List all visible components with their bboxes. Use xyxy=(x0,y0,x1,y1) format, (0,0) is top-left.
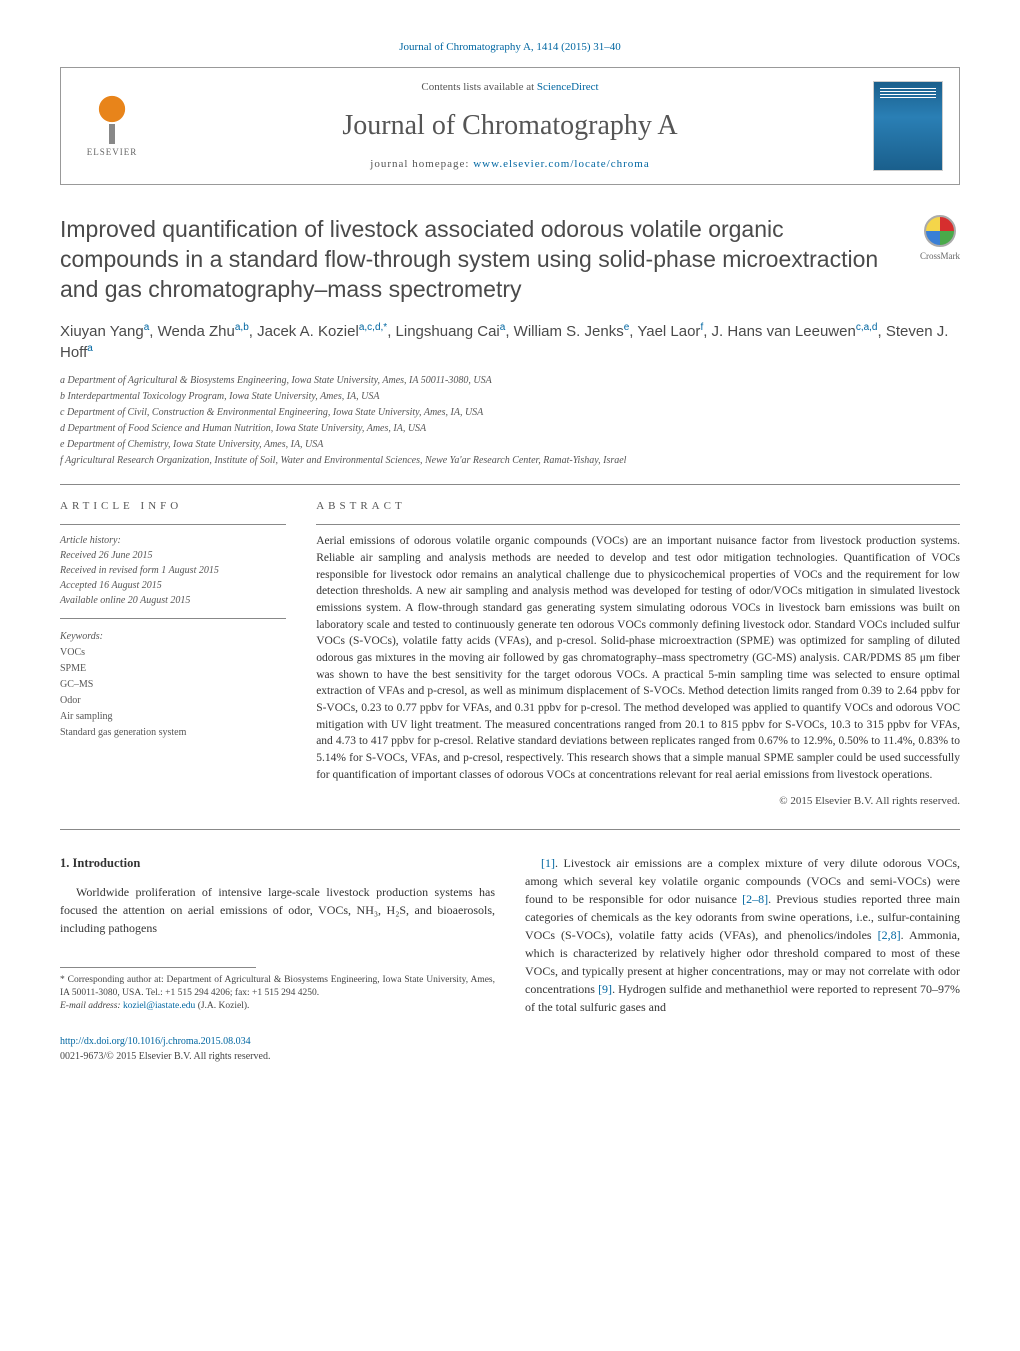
keyword: VOCs xyxy=(60,645,286,661)
divider xyxy=(60,524,286,525)
intro-para-left: Worldwide proliferation of intensive lar… xyxy=(60,883,495,937)
intro-para-right: [1]. Livestock air emissions are a compl… xyxy=(525,854,960,1016)
article-info-label: ARTICLE INFO xyxy=(60,499,286,514)
footnotes: * Corresponding author at: Department of… xyxy=(60,974,495,1014)
affiliation-line: a Department of Agricultural & Biosystem… xyxy=(60,373,960,388)
abstract-text: Aerial emissions of odorous volatile org… xyxy=(316,533,960,783)
journal-citation: Journal of Chromatography A, 1414 (2015)… xyxy=(60,40,960,55)
history-line: Received in revised form 1 August 2015 xyxy=(60,563,286,578)
keyword: SPME xyxy=(60,661,286,677)
homepage-prefix: journal homepage: xyxy=(370,158,473,170)
intro-heading: 1. Introduction xyxy=(60,854,495,873)
bottom-meta: http://dx.doi.org/10.1016/j.chroma.2015.… xyxy=(60,1034,495,1064)
sciencedirect-link[interactable]: ScienceDirect xyxy=(537,81,599,93)
email-suffix: (J.A. Koziel). xyxy=(195,1001,249,1011)
divider xyxy=(60,484,960,485)
keyword: GC–MS xyxy=(60,677,286,693)
homepage-line: journal homepage: www.elsevier.com/locat… xyxy=(147,157,873,172)
divider xyxy=(60,829,960,830)
homepage-url[interactable]: www.elsevier.com/locate/chroma xyxy=(473,158,650,170)
keywords-head: Keywords: xyxy=(60,629,286,645)
crossmark-badge[interactable]: CrossMark xyxy=(920,215,960,263)
affiliation-line: d Department of Food Science and Human N… xyxy=(60,421,960,436)
article-history: Article history: Received 26 June 2015Re… xyxy=(60,533,286,619)
issn-line: 0021-9673/© 2015 Elsevier B.V. All right… xyxy=(60,1051,270,1062)
journal-header: ELSEVIER Contents lists available at Sci… xyxy=(60,67,960,185)
divider xyxy=(316,524,960,525)
doi-link[interactable]: http://dx.doi.org/10.1016/j.chroma.2015.… xyxy=(60,1036,251,1047)
abstract-copyright: © 2015 Elsevier B.V. All rights reserved… xyxy=(316,794,960,809)
keywords-block: Keywords: VOCsSPMEGC–MSOdorAir samplingS… xyxy=(60,629,286,741)
contents-prefix: Contents lists available at xyxy=(421,81,536,93)
crossmark-label: CrossMark xyxy=(920,250,960,263)
contents-line: Contents lists available at ScienceDirec… xyxy=(147,80,873,95)
history-line: Available online 20 August 2015 xyxy=(60,593,286,608)
affiliation-line: c Department of Civil, Construction & En… xyxy=(60,405,960,420)
footnote-rule xyxy=(60,967,256,968)
abstract-label: ABSTRACT xyxy=(316,499,960,514)
crossmark-icon xyxy=(924,215,956,247)
ref-link[interactable]: [2,8] xyxy=(878,928,901,942)
journal-cover-thumb xyxy=(873,81,943,171)
history-line: Received 26 June 2015 xyxy=(60,548,286,563)
authors-line: Xiuyan Yanga, Wenda Zhua,b, Jacek A. Koz… xyxy=(60,321,960,363)
history-line: Accepted 16 August 2015 xyxy=(60,578,286,593)
elsevier-tree-icon xyxy=(87,94,137,144)
keyword: Standard gas generation system xyxy=(60,725,286,741)
affiliation-line: e Department of Chemistry, Iowa State Un… xyxy=(60,437,960,452)
article-title: Improved quantification of livestock ass… xyxy=(60,215,900,305)
corresponding-author-note: * Corresponding author at: Department of… xyxy=(60,974,495,1001)
ref-link[interactable]: [1] xyxy=(541,856,555,870)
ref-link[interactable]: [9] xyxy=(598,982,612,996)
ref-link[interactable]: [2–8] xyxy=(742,892,768,906)
affiliation-line: b Interdepartmental Toxicology Program, … xyxy=(60,389,960,404)
email-label: E-mail address: xyxy=(60,1001,123,1011)
keyword: Air sampling xyxy=(60,709,286,725)
publisher-name: ELSEVIER xyxy=(87,146,138,159)
history-head: Article history: xyxy=(60,533,286,548)
journal-name: Journal of Chromatography A xyxy=(147,106,873,145)
keyword: Odor xyxy=(60,693,286,709)
affiliations: a Department of Agricultural & Biosystem… xyxy=(60,373,960,468)
affiliation-line: f Agricultural Research Organization, In… xyxy=(60,453,960,468)
email-link[interactable]: koziel@iastate.edu xyxy=(123,1001,195,1011)
elsevier-logo: ELSEVIER xyxy=(77,86,147,166)
